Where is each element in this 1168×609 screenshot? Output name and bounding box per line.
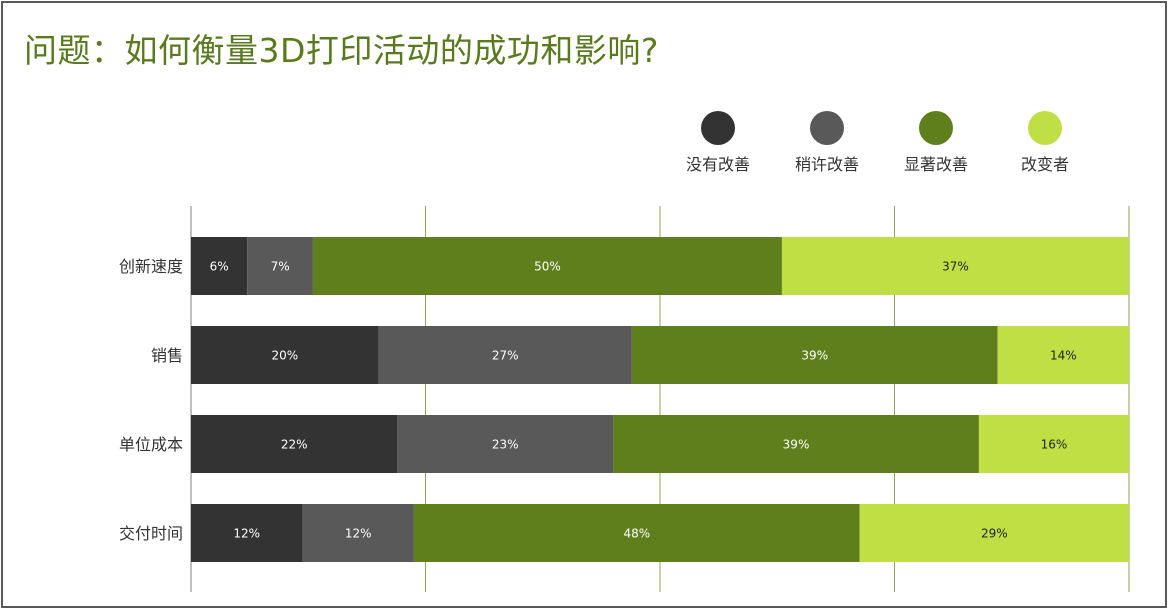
legend-swatch <box>1028 111 1062 145</box>
data-label: 39% <box>783 438 810 452</box>
data-label: 29% <box>981 527 1008 541</box>
bar-segment <box>631 326 998 384</box>
data-label: 7% <box>271 260 290 274</box>
category-label: 创新速度 <box>119 257 183 276</box>
data-label: 23% <box>492 438 519 452</box>
data-label: 39% <box>801 349 828 363</box>
bar-segment <box>978 415 1129 473</box>
bar-segment <box>302 504 414 562</box>
bar-segment <box>413 504 860 562</box>
bar-segment <box>997 326 1129 384</box>
bar-segment <box>781 237 1129 295</box>
bar-segment <box>191 326 379 384</box>
data-label: 6% <box>210 260 229 274</box>
bar-segment <box>191 415 398 473</box>
legend-swatch <box>810 111 844 145</box>
category-label: 单位成本 <box>119 435 183 454</box>
legend-label: 改变者 <box>1021 155 1069 174</box>
data-label: 20% <box>271 349 298 363</box>
bar-segment <box>613 415 979 473</box>
data-label: 12% <box>345 527 372 541</box>
legend-swatch <box>701 111 735 145</box>
bar-segment <box>191 237 248 295</box>
legend-label: 没有改善 <box>686 155 750 174</box>
legend-label: 稍许改善 <box>795 155 859 174</box>
data-label: 14% <box>1050 349 1077 363</box>
bar-segment <box>247 237 313 295</box>
data-label: 12% <box>233 527 260 541</box>
data-label: 50% <box>534 260 561 274</box>
bar-segment <box>397 415 614 473</box>
bar-segment <box>312 237 782 295</box>
data-label: 27% <box>492 349 519 363</box>
category-label: 销售 <box>151 346 183 365</box>
data-label: 37% <box>942 260 969 274</box>
bar-segment <box>191 504 303 562</box>
data-label: 16% <box>1041 438 1068 452</box>
category-label: 交付时间 <box>119 524 183 543</box>
data-label: 22% <box>281 438 308 452</box>
chart-title: 问题：如何衡量3D打印活动的成功和影响? <box>24 31 659 70</box>
bar-segment <box>859 504 1129 562</box>
legend-label: 显著改善 <box>904 155 968 174</box>
bar-segment <box>378 326 632 384</box>
legend-swatch <box>919 111 953 145</box>
data-label: 48% <box>623 527 650 541</box>
